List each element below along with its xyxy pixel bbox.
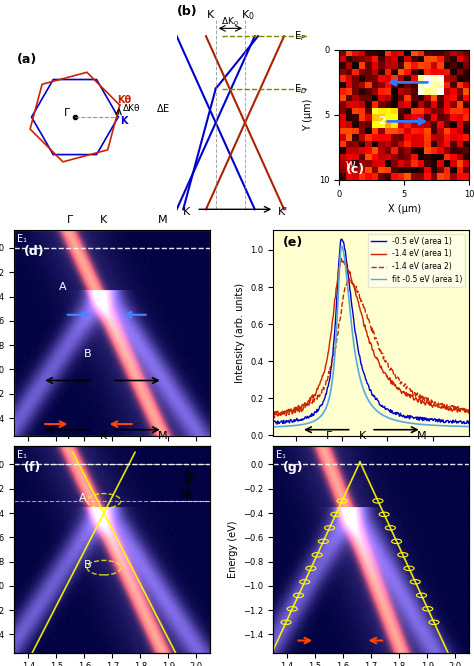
Text: ΔKθ: ΔKθ (123, 104, 141, 113)
Text: W: W (346, 161, 356, 171)
Text: 2: 2 (378, 117, 386, 127)
Text: K: K (207, 10, 215, 20)
Text: E₁: E₁ (17, 234, 27, 244)
Text: (d): (d) (24, 244, 45, 258)
Text: B: B (84, 559, 92, 569)
Text: K': K' (277, 206, 288, 216)
Text: (f): (f) (24, 461, 41, 474)
Text: E$_D$: E$_D$ (294, 82, 307, 95)
Y-axis label: Intensity (arb. units): Intensity (arb. units) (235, 283, 245, 383)
Text: E$_F$: E$_F$ (294, 29, 306, 43)
X-axis label: k∕∕ - kₘₐₓ(Å⁻¹): k∕∕ - kₘₐₓ(Å⁻¹) (339, 460, 404, 472)
Text: Kθ: Kθ (118, 95, 132, 105)
Y-axis label: Energy (eV): Energy (eV) (228, 521, 237, 578)
X-axis label: k∕∕(Å⁻¹): k∕∕(Å⁻¹) (95, 460, 130, 472)
Text: (b): (b) (177, 5, 197, 18)
X-axis label: X (μm): X (μm) (388, 204, 421, 214)
Text: E₁: E₁ (17, 450, 27, 460)
Legend: -0.5 eV (area 1), -1.4 eV (area 1), -1.4 eV (area 2), fit -0.5 eV (area 1): -0.5 eV (area 1), -1.4 eV (area 1), -1.4… (367, 234, 465, 287)
Text: $\Delta$E: $\Delta$E (156, 103, 170, 115)
Text: A: A (59, 282, 67, 292)
Text: (c): (c) (346, 163, 365, 176)
Y-axis label: Y (μm): Y (μm) (303, 99, 313, 131)
Text: A: A (79, 493, 86, 503)
Text: (a): (a) (17, 53, 36, 66)
Text: $\Delta$K$_0$: $\Delta$K$_0$ (221, 16, 239, 28)
Text: 1: 1 (437, 77, 445, 87)
Text: $\Delta$E: $\Delta$E (182, 473, 196, 485)
Text: K: K (120, 116, 128, 126)
Text: K$_0$: K$_0$ (241, 8, 255, 22)
Text: B: B (84, 349, 92, 359)
Text: (e): (e) (283, 236, 303, 249)
Text: E₁: E₁ (276, 450, 286, 460)
Text: (g): (g) (283, 461, 303, 474)
Text: K: K (183, 206, 191, 216)
Text: E$_D$: E$_D$ (181, 488, 193, 502)
Text: Γ: Γ (64, 108, 70, 118)
